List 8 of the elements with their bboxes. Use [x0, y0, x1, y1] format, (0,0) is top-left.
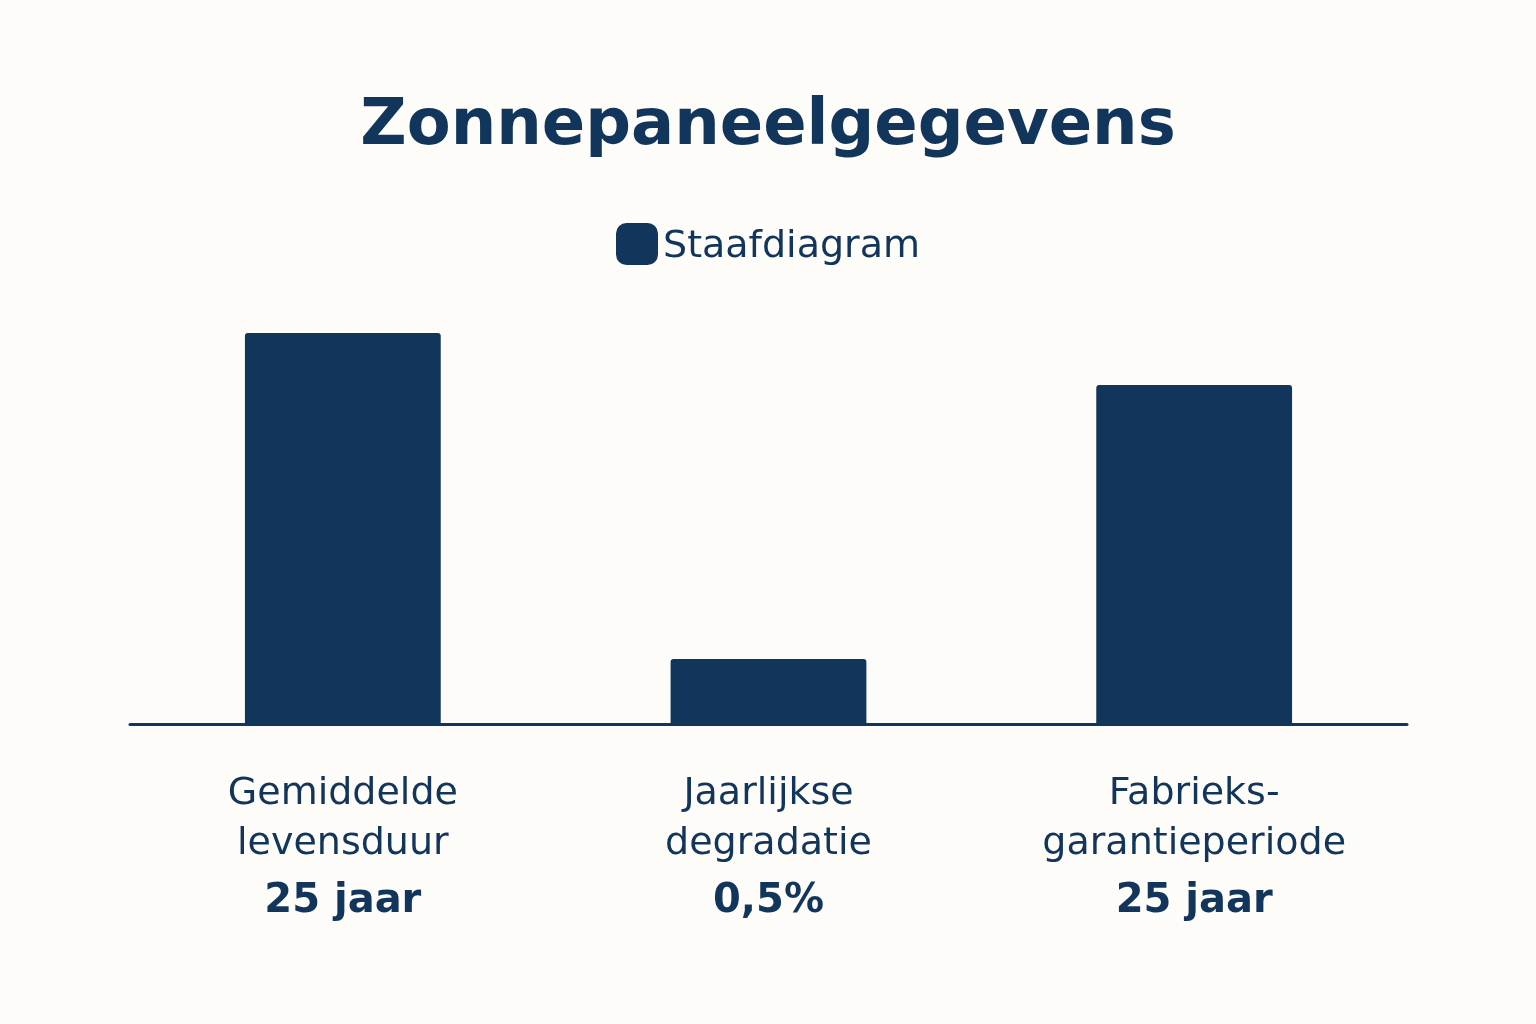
chart-title: Zonnepaneelgegevens	[360, 85, 1176, 159]
text: 0,5%	[713, 875, 824, 921]
text: 25 jaar	[264, 875, 422, 921]
text: 25 jaar	[1115, 875, 1273, 921]
x-tick-label: Gemiddelde levensduur	[227, 769, 458, 863]
legend-label: Staafdiagram	[663, 222, 920, 266]
x-tick-label: Fabrieks- garantieperiode	[1042, 769, 1346, 863]
x-tick-label: Jaarlijkse degradatie	[665, 769, 872, 863]
